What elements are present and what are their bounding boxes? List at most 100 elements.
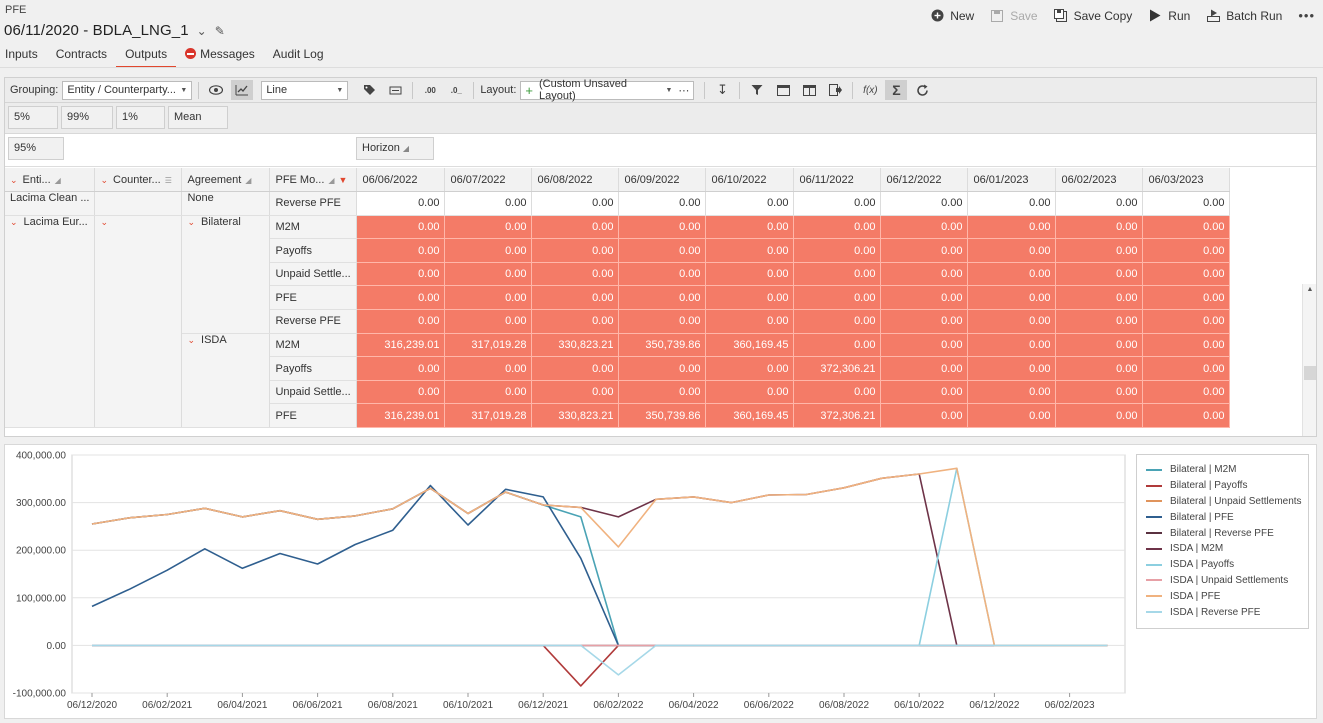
- chevron-down-icon[interactable]: ⌄: [100, 216, 109, 227]
- legend-item[interactable]: ISDA | Unpaid Settlements: [1137, 573, 1308, 589]
- value-cell[interactable]: 0.00: [1142, 191, 1231, 216]
- value-cell[interactable]: 0.00: [880, 403, 969, 429]
- value-cell[interactable]: 0.00: [967, 238, 1057, 263]
- value-cell[interactable]: 0.00: [1142, 238, 1231, 263]
- value-cell[interactable]: 0.00: [793, 191, 882, 216]
- entity-cell[interactable]: Lacima Clean ...: [5, 191, 96, 216]
- value-cell[interactable]: 0.00: [705, 285, 795, 311]
- run-button[interactable]: Run: [1148, 9, 1190, 23]
- percentile-chip[interactable]: 99%: [61, 106, 113, 129]
- value-cell[interactable]: 0.00: [356, 380, 446, 405]
- legend-item[interactable]: Bilateral | Unpaid Settlements: [1137, 494, 1308, 510]
- header-date[interactable]: 06/07/2022: [444, 168, 533, 193]
- value-cell[interactable]: 0.00: [444, 191, 533, 216]
- header-date[interactable]: 06/09/2022: [618, 168, 707, 193]
- value-cell[interactable]: 0.00: [356, 215, 446, 240]
- value-cell[interactable]: 316,239.01: [356, 403, 446, 429]
- value-cell[interactable]: 0.00: [967, 191, 1057, 216]
- value-cell[interactable]: 0.00: [1142, 403, 1231, 429]
- header-pfe-measure[interactable]: PFE Mo... ◢ ▼: [269, 168, 358, 193]
- value-cell[interactable]: 0.00: [793, 238, 882, 263]
- layout-select[interactable]: + (Custom Unsaved Layout) ▼ ⋯: [520, 78, 695, 102]
- label-edit-icon[interactable]: [384, 80, 406, 100]
- value-cell[interactable]: 0.00: [444, 215, 533, 240]
- decrease-decimals-button[interactable]: .0_: [450, 85, 462, 95]
- value-cell[interactable]: 0.00: [444, 309, 533, 334]
- value-cell[interactable]: 0.00: [1142, 380, 1231, 405]
- value-cell[interactable]: 372,306.21: [793, 356, 882, 381]
- chevron-down-icon[interactable]: ⌄: [196, 23, 207, 38]
- value-cell[interactable]: 0.00: [880, 285, 969, 311]
- value-cell[interactable]: 0.00: [618, 380, 707, 405]
- window-icon[interactable]: [772, 80, 794, 100]
- legend-item[interactable]: ISDA | M2M: [1137, 541, 1308, 557]
- header-date[interactable]: 06/12/2022: [880, 168, 969, 193]
- value-cell[interactable]: 0.00: [531, 285, 620, 311]
- value-cell[interactable]: 0.00: [1055, 191, 1144, 216]
- value-cell[interactable]: 0.00: [356, 262, 446, 287]
- value-cell[interactable]: 0.00: [531, 356, 620, 381]
- grouping-select[interactable]: Entity / Counterparty... ▼: [62, 80, 193, 100]
- value-cell[interactable]: 0.00: [967, 356, 1057, 381]
- header-counterparty[interactable]: ⌄ Counter... ☰: [94, 168, 183, 193]
- value-cell[interactable]: 372,306.21: [793, 403, 882, 429]
- scroll-thumb[interactable]: [1304, 366, 1316, 380]
- value-cell[interactable]: 0.00: [531, 238, 620, 263]
- save-copy-button[interactable]: Save Copy: [1054, 9, 1132, 23]
- value-cell[interactable]: 0.00: [1055, 285, 1144, 311]
- value-cell[interactable]: 0.00: [880, 333, 969, 358]
- counterparty-cell[interactable]: ⌄: [94, 215, 183, 429]
- value-cell[interactable]: 0.00: [1055, 356, 1144, 381]
- value-cell[interactable]: 0.00: [444, 380, 533, 405]
- value-cell[interactable]: 0.00: [880, 262, 969, 287]
- value-cell[interactable]: 0.00: [356, 238, 446, 263]
- legend-item[interactable]: ISDA | Payoffs: [1137, 557, 1308, 573]
- tab-contracts[interactable]: Contracts: [47, 44, 116, 68]
- value-cell[interactable]: 0.00: [793, 262, 882, 287]
- value-cell[interactable]: 0.00: [705, 262, 795, 287]
- value-cell[interactable]: 0.00: [967, 309, 1057, 334]
- value-cell[interactable]: 0.00: [705, 191, 795, 216]
- agreement-cell[interactable]: ⌄ Bilateral: [181, 215, 271, 334]
- tab-outputs[interactable]: Outputs: [116, 44, 177, 68]
- percentile-chip[interactable]: 5%: [8, 106, 58, 129]
- legend-item[interactable]: Bilateral | Reverse PFE: [1137, 525, 1308, 541]
- value-cell[interactable]: 0.00: [705, 215, 795, 240]
- value-cell[interactable]: 0.00: [705, 309, 795, 334]
- value-cell[interactable]: 0.00: [793, 285, 882, 311]
- value-cell[interactable]: 0.00: [967, 380, 1057, 405]
- value-cell[interactable]: 0.00: [618, 215, 707, 240]
- value-cell[interactable]: 0.00: [618, 285, 707, 311]
- value-cell[interactable]: 0.00: [618, 356, 707, 381]
- layout-add-icon[interactable]: +: [525, 82, 533, 98]
- filter-icon[interactable]: [746, 80, 768, 100]
- value-cell[interactable]: 0.00: [1142, 215, 1231, 240]
- batch-run-button[interactable]: Batch Run: [1206, 9, 1282, 23]
- value-cell[interactable]: 0.00: [880, 309, 969, 334]
- tab-audit-log[interactable]: Audit Log: [264, 44, 333, 68]
- scroll-up-icon[interactable]: ▲: [1306, 286, 1314, 293]
- value-cell[interactable]: 0.00: [705, 380, 795, 405]
- value-cell[interactable]: 0.00: [793, 215, 882, 240]
- value-cell[interactable]: 0.00: [880, 380, 969, 405]
- value-cell[interactable]: 0.00: [618, 191, 707, 216]
- eye-icon[interactable]: [205, 80, 227, 100]
- value-cell[interactable]: 0.00: [356, 285, 446, 311]
- columns-icon[interactable]: [798, 80, 820, 100]
- increase-decimals-button[interactable]: .00: [424, 85, 436, 95]
- value-cell[interactable]: 350,739.86: [618, 333, 707, 358]
- sort-arrow-icon[interactable]: ↧: [716, 82, 728, 97]
- value-cell[interactable]: 0.00: [618, 309, 707, 334]
- value-cell[interactable]: 0.00: [356, 356, 446, 381]
- value-cell[interactable]: 0.00: [1055, 309, 1144, 334]
- value-cell[interactable]: 0.00: [531, 215, 620, 240]
- value-cell[interactable]: 0.00: [967, 215, 1057, 240]
- value-cell[interactable]: 0.00: [1055, 238, 1144, 263]
- value-cell[interactable]: 0.00: [1055, 403, 1144, 429]
- value-cell[interactable]: 0.00: [618, 238, 707, 263]
- sum-button[interactable]: Σ: [885, 80, 908, 100]
- value-cell[interactable]: 0.00: [880, 356, 969, 381]
- header-date[interactable]: 06/11/2022: [793, 168, 882, 193]
- header-date[interactable]: 06/01/2023: [967, 168, 1057, 193]
- header-date[interactable]: 06/06/2022: [356, 168, 446, 193]
